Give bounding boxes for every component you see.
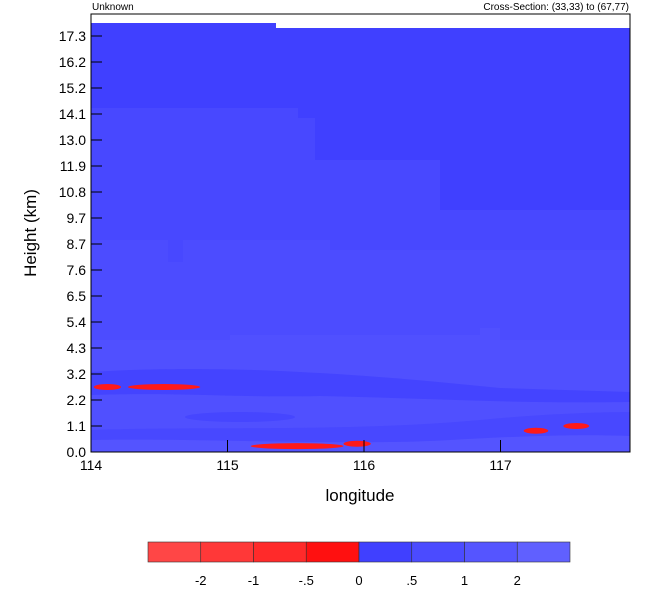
- negative-region: [250, 443, 344, 450]
- colorbar-box: [200, 541, 254, 563]
- y-tick-label: 17.3: [59, 28, 86, 44]
- y-tick-label: 9.7: [67, 210, 87, 226]
- colorbar-label: .5: [406, 573, 417, 588]
- y-tick-label: 5.4: [67, 314, 87, 330]
- colorbar-box: [147, 541, 202, 563]
- y-tick-label: 15.2: [59, 80, 86, 96]
- colorbar-box: [305, 541, 360, 563]
- colorbar: -2 -1 -.5 0 .5 1 2: [147, 541, 571, 588]
- y-tick-label: 8.7: [67, 236, 87, 252]
- y-tick-label: 1.1: [67, 418, 87, 434]
- negative-region: [343, 440, 371, 447]
- y-tick-label: 0.0: [67, 444, 87, 460]
- negative-region: [93, 384, 122, 390]
- contour-field: [91, 14, 630, 452]
- x-tick-label: 116: [353, 457, 376, 473]
- contour-band: [185, 412, 295, 422]
- colorbar-label: 1: [461, 573, 468, 588]
- colorbar-box: [358, 541, 413, 563]
- y-tick-label: 3.2: [67, 366, 87, 382]
- x-axis-label: longitude: [325, 486, 394, 505]
- y-tick-label: 11.9: [60, 158, 86, 174]
- plot-frame: [90, 13, 631, 453]
- y-tick-label: 4.3: [67, 340, 87, 356]
- y-axis-label: Height (km): [21, 189, 40, 277]
- negative-region: [127, 384, 201, 390]
- x-axis: 114 115 116 117: [80, 440, 512, 473]
- x-tick-label: 117: [489, 457, 512, 473]
- y-tick-label: 14.1: [59, 106, 86, 122]
- title-right: Cross-Section: (33,33) to (67,77): [483, 2, 629, 13]
- x-tick-label: 114: [80, 457, 103, 473]
- colorbar-box: [411, 541, 465, 563]
- colorbar-label: 2: [514, 573, 521, 588]
- y-tick-label: 16.2: [59, 54, 86, 70]
- title-left: Unknown: [92, 2, 134, 13]
- colorbar-box: [516, 541, 571, 563]
- y-tick-label: 13.0: [59, 132, 86, 148]
- colorbar-box: [253, 541, 307, 563]
- negative-region: [523, 427, 549, 434]
- negative-region: [563, 423, 590, 429]
- colorbar-box: [464, 541, 518, 563]
- y-axis: 0.0 1.1 2.2 3.2 4.3 5.4 6.5 7.6 8.7 9.7 10.8 11.9 13…: [59, 28, 102, 460]
- y-tick-label: 2.2: [67, 392, 87, 408]
- colorbar-label: -2: [195, 573, 207, 588]
- y-tick-label: 7.6: [67, 262, 87, 278]
- y-tick-label: 6.5: [67, 288, 87, 304]
- colorbar-label: 0: [355, 573, 362, 588]
- colorbar-label: -.5: [299, 573, 314, 588]
- y-tick-label: 10.8: [59, 184, 86, 200]
- x-tick-label: 115: [216, 457, 239, 473]
- colorbar-label: -1: [248, 573, 260, 588]
